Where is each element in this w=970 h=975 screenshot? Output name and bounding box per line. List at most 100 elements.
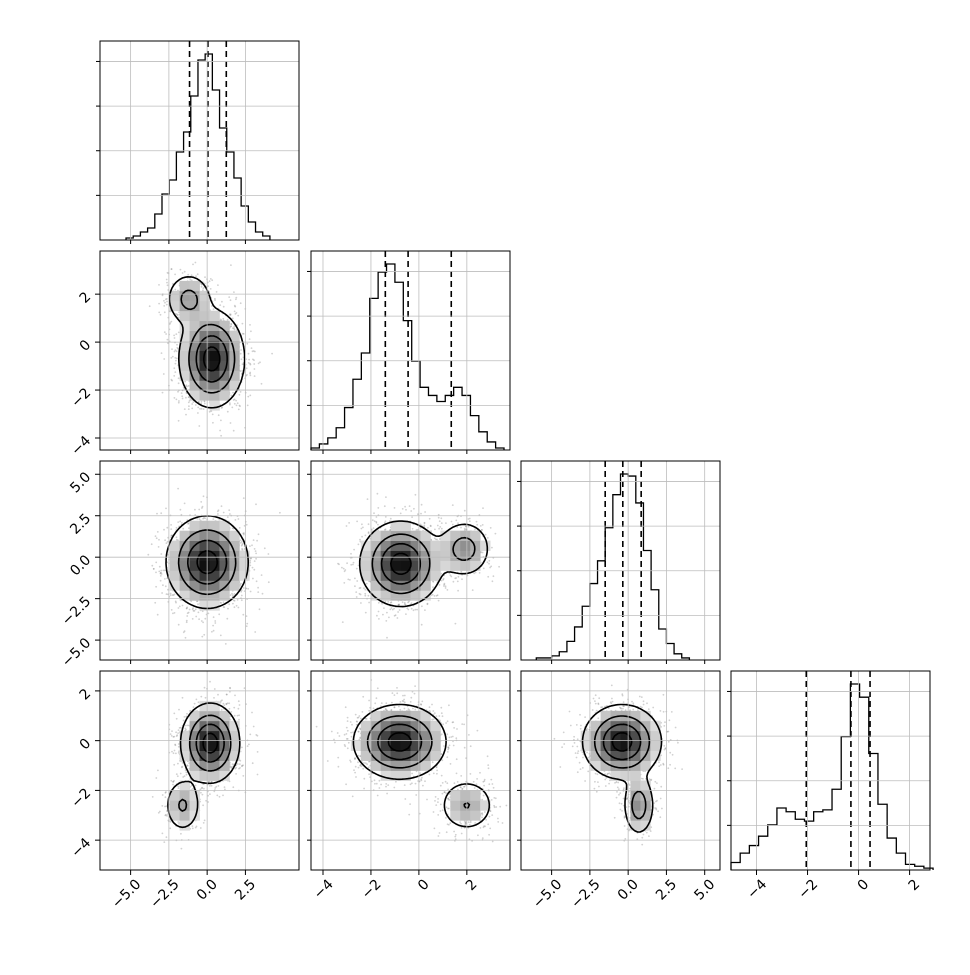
- scatter-point: [394, 507, 396, 509]
- scatter-point: [415, 494, 417, 496]
- scatter-point: [170, 593, 172, 595]
- scatter-point: [246, 524, 248, 526]
- scatter-point: [358, 544, 360, 546]
- scatter-point: [182, 605, 184, 607]
- scatter-point: [438, 528, 440, 530]
- scatter-point: [182, 528, 184, 530]
- scatter-point: [472, 589, 474, 591]
- scatter-point: [186, 615, 188, 617]
- scatter-point: [237, 402, 239, 404]
- scatter-point: [255, 550, 257, 552]
- scatter-point: [249, 545, 251, 547]
- scatter-point: [240, 542, 242, 544]
- scatter-point: [195, 262, 197, 264]
- scatter-point: [356, 568, 358, 570]
- scatter-point: [372, 519, 374, 521]
- pair-panel-2-0: [147, 488, 280, 645]
- scatter-point: [217, 284, 219, 286]
- scatter-point: [384, 522, 386, 524]
- scatter-point: [424, 609, 426, 611]
- scatter-point: [343, 568, 345, 570]
- scatter-point: [218, 613, 220, 615]
- scatter-point: [232, 392, 234, 394]
- scatter-point: [175, 360, 177, 362]
- scatter-point: [249, 338, 251, 340]
- scatter-point: [356, 521, 358, 523]
- scatter-point: [157, 531, 159, 533]
- scatter-point: [253, 539, 255, 541]
- scatter-point: [158, 312, 160, 314]
- scatter-point: [179, 606, 181, 608]
- scatter-point: [163, 529, 165, 531]
- pair-panel-1-0: [149, 245, 273, 460]
- density-cell: [180, 531, 190, 541]
- scatter-point: [212, 422, 214, 424]
- scatter-point: [153, 568, 155, 570]
- density-cell: [209, 600, 219, 610]
- scatter-point: [186, 621, 188, 623]
- scatter-point: [213, 630, 215, 632]
- scatter-point: [432, 594, 434, 596]
- scatter-point: [170, 321, 172, 323]
- scatter-point: [259, 608, 261, 610]
- scatter-point: [421, 504, 423, 506]
- scatter-point: [171, 609, 173, 611]
- scatter-point: [180, 269, 182, 271]
- density-cell: [190, 390, 200, 400]
- scatter-point: [164, 311, 166, 313]
- scatter-point: [246, 367, 248, 369]
- scatter-point: [195, 404, 197, 406]
- scatter-point: [485, 534, 487, 536]
- hist-step-line: [126, 54, 270, 240]
- scatter-point: [198, 618, 200, 620]
- scatter-point: [495, 533, 497, 535]
- scatter-point: [178, 332, 180, 334]
- scatter-point: [235, 298, 237, 300]
- scatter-point: [405, 604, 407, 606]
- scatter-point: [223, 306, 225, 308]
- density-cell: [219, 590, 229, 600]
- scatter-point: [253, 363, 255, 365]
- scatter-point: [362, 527, 364, 529]
- scatter-point: [181, 395, 183, 397]
- scatter-point: [173, 375, 175, 377]
- scatter-point: [160, 512, 162, 514]
- scatter-point: [388, 617, 390, 619]
- scatter-point: [378, 602, 380, 604]
- scatter-point: [493, 575, 495, 577]
- density-cell: [200, 590, 210, 600]
- scatter-point: [234, 305, 236, 307]
- scatter-point: [439, 526, 441, 528]
- scatter-point: [341, 567, 343, 569]
- scatter-point: [227, 411, 229, 413]
- scatter-point: [166, 593, 168, 595]
- scatter-point: [356, 580, 358, 582]
- density-cell: [200, 531, 210, 541]
- scatter-point: [390, 518, 392, 520]
- scatter-point: [498, 566, 500, 568]
- scatter-point: [469, 518, 471, 520]
- scatter-point: [240, 370, 242, 372]
- density-cell: [170, 570, 180, 580]
- scatter-point: [212, 625, 214, 627]
- scatter-point: [377, 524, 379, 526]
- scatter-point: [217, 513, 219, 515]
- scatter-point: [193, 610, 195, 612]
- scatter-point: [176, 539, 178, 541]
- scatter-point: [230, 594, 232, 596]
- scatter-point: [254, 375, 256, 377]
- density-cell: [180, 311, 190, 321]
- scatter-point: [160, 580, 162, 582]
- scatter-point: [191, 408, 193, 410]
- scatter-point: [174, 289, 176, 291]
- scatter-point: [167, 541, 169, 543]
- scatter-point: [170, 357, 172, 359]
- density-cell: [200, 311, 210, 321]
- scatter-point: [166, 279, 168, 281]
- scatter-point: [234, 606, 236, 608]
- density-cell: [219, 351, 229, 361]
- scatter-point: [233, 600, 235, 602]
- scatter-point: [205, 455, 207, 457]
